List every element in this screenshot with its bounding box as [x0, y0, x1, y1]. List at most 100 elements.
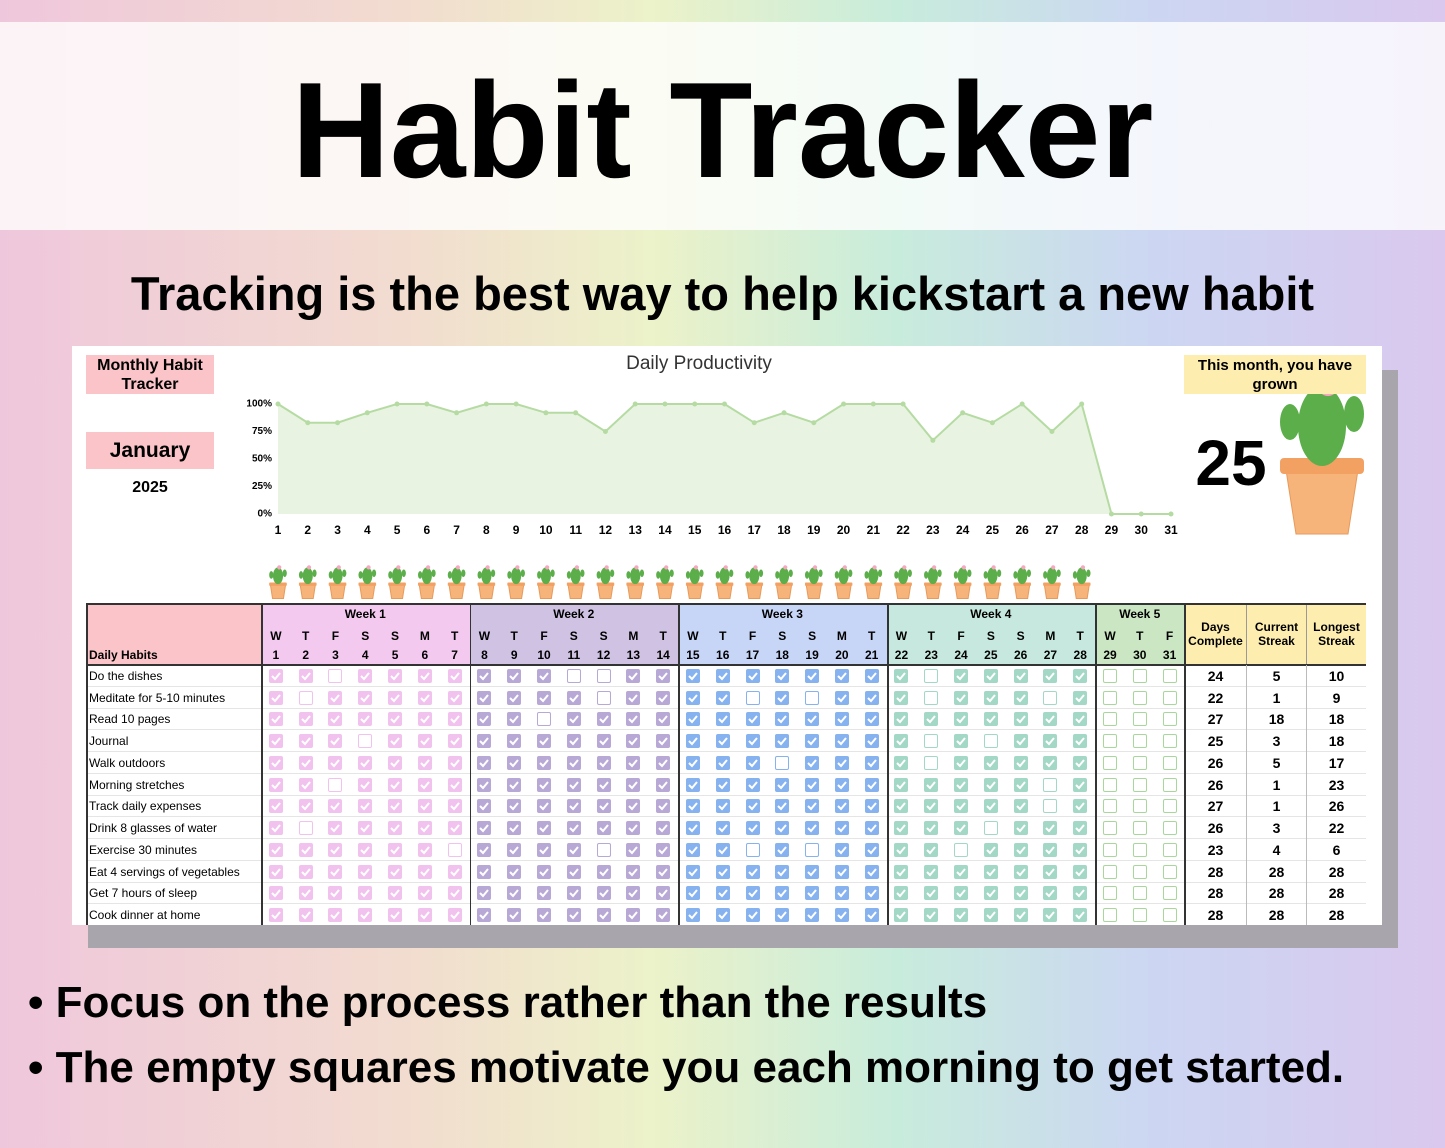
checkbox [328, 908, 343, 923]
point [483, 401, 489, 407]
bullet: • The empty squares motivate you each mo… [28, 1043, 1345, 1092]
cactus-small-body [778, 567, 790, 585]
checkbox [298, 712, 313, 727]
checkbox [685, 842, 700, 857]
cactus-small-arm [788, 569, 793, 578]
cactus-small-pot [627, 584, 644, 599]
cactus-small-pot [329, 584, 346, 599]
checkbox [1132, 712, 1147, 727]
week-header [1095, 603, 1185, 665]
cactus-small-body [630, 567, 641, 585]
column-rule [261, 603, 263, 925]
cactus-small-pot [746, 584, 763, 599]
checkbox [983, 690, 998, 705]
checkbox [596, 755, 611, 770]
checkbox [1073, 668, 1088, 683]
cactus-small-arm [699, 569, 704, 578]
checkbox [894, 908, 909, 923]
checkbox [1162, 799, 1177, 814]
day-number: 30 [1133, 648, 1147, 662]
cactus-small-arm [507, 571, 512, 579]
checkbox [507, 886, 522, 901]
checkbox [834, 734, 849, 749]
cactus-small-flower [545, 565, 550, 570]
cactus-small-arm [864, 571, 869, 579]
point [602, 429, 608, 434]
x-tick-label: 20 [837, 523, 851, 537]
point [1019, 401, 1025, 407]
day-letter: S [1016, 629, 1025, 643]
checkbox [507, 777, 522, 792]
checkbox [268, 799, 283, 814]
cactus-small-arm [1072, 571, 1078, 579]
cactus-small-body [421, 567, 432, 585]
cactus-small-flower [932, 565, 937, 570]
stat-value: 1 [1246, 795, 1306, 818]
cactus-small-pot [1043, 584, 1061, 599]
cactus-small-pot [448, 584, 465, 599]
checkbox [656, 886, 671, 901]
stat-value: 28 [1306, 882, 1366, 905]
day-letter: F [331, 629, 340, 643]
checkbox [537, 734, 551, 749]
point [930, 437, 936, 443]
checkbox [417, 690, 432, 705]
stat-value: 28 [1184, 904, 1246, 925]
habit-name: Cook dinner at home [89, 908, 201, 923]
stat-value: 28 [1246, 882, 1306, 905]
checkbox [358, 712, 373, 727]
checkbox [775, 755, 790, 770]
checkbox [745, 864, 760, 879]
cactus-small-pot [537, 584, 555, 599]
checkbox [268, 908, 283, 923]
checkbox [954, 712, 969, 727]
checkbox [566, 712, 581, 727]
day-number: 8 [481, 648, 488, 662]
point [692, 401, 698, 407]
day-number: 28 [1073, 648, 1087, 662]
point [424, 401, 430, 407]
checkbox [983, 842, 998, 857]
stat-value: 28 [1246, 860, 1306, 883]
cactus-small-flower [455, 565, 460, 570]
checkbox [417, 908, 432, 923]
day-number: 24 [954, 648, 968, 662]
checkbox [388, 886, 403, 901]
title: Habit Tracker [291, 54, 1154, 206]
checkbox [894, 668, 909, 683]
checkbox [864, 755, 879, 770]
cactus-small-pot [775, 584, 793, 599]
checkbox [1043, 690, 1058, 705]
checkbox [626, 690, 641, 705]
cactus-small-flower [723, 565, 728, 570]
checkbox [685, 668, 700, 683]
cactus-small-body [719, 567, 730, 585]
stat-value: 23 [1306, 773, 1366, 796]
checkbox [685, 755, 700, 770]
checkbox [685, 777, 700, 792]
point [781, 410, 787, 416]
cactus-small-body [511, 567, 522, 585]
checkbox [477, 777, 492, 792]
checkbox [626, 668, 641, 683]
checkbox [477, 864, 492, 879]
x-tick-label: 8 [483, 523, 490, 537]
x-tick-label: 21 [867, 523, 881, 537]
cactus-large-arm [1280, 404, 1300, 440]
stat-value: 4 [1246, 839, 1306, 861]
point [364, 410, 370, 416]
checkbox [596, 799, 611, 814]
cactus-small-arm [937, 569, 942, 578]
cactus-small-arm [877, 569, 883, 578]
habit-name: Journal [89, 734, 129, 749]
checkbox [656, 734, 671, 749]
cactus-small-arm [490, 569, 496, 578]
stat-value: 18 [1306, 708, 1366, 731]
cactus-small-arm [685, 571, 691, 579]
day-number: 11 [567, 648, 581, 662]
cactus-small-pot [954, 584, 971, 599]
cactus-small-arm [1086, 569, 1091, 578]
column-rule [469, 603, 471, 925]
checkbox [864, 821, 879, 836]
